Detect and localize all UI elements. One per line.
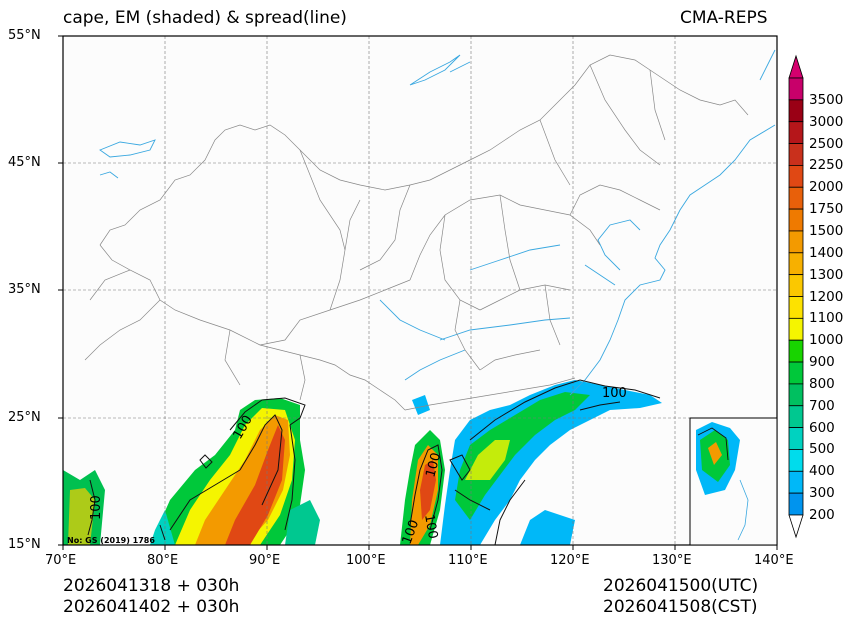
- colorbar-bin: [788, 186, 804, 210]
- colorbar-bin: [788, 449, 804, 472]
- lon-label: 130°E: [652, 553, 692, 568]
- lat-label: 35°N: [8, 282, 41, 297]
- colorbar-level-label: 1200: [809, 288, 844, 305]
- colorbar-bin: [788, 77, 804, 101]
- colorbar-level-label: 600: [809, 419, 835, 436]
- colorbar-bin: [788, 383, 804, 407]
- colorbar-level-label: 2000: [809, 179, 844, 196]
- colorbar-level-label: 2500: [809, 135, 844, 152]
- colorbar-extend-bottom: [788, 514, 804, 539]
- colorbar-bin: [788, 296, 804, 319]
- colorbar-bin: [788, 427, 804, 450]
- borders: [84, 54, 749, 411]
- colorbar-bin: [788, 208, 804, 232]
- lon-label: 70°E: [45, 553, 77, 568]
- colorbar-extend-top: [788, 54, 804, 79]
- lat-label: 25°N: [8, 410, 41, 425]
- valid-time-cst: 2026041508(CST): [603, 597, 758, 617]
- colorbar-bin: [788, 339, 804, 363]
- colorbar-bin: [788, 317, 804, 341]
- colorbar-level-label: 1300: [809, 266, 844, 283]
- colorbar-bin: [788, 121, 804, 144]
- south-china-sea-inset: [689, 417, 778, 546]
- init-time-cst: 2026041402 + 030h: [63, 597, 240, 617]
- lat-label: 45°N: [8, 155, 41, 170]
- colorbar-level-label: 3000: [809, 113, 844, 130]
- contour-label: 100: [421, 513, 440, 540]
- colorbar-bin: [788, 274, 804, 297]
- colorbar-bin: [788, 405, 804, 429]
- colorbar-bin: [788, 470, 804, 494]
- contour-label: 100: [423, 451, 444, 479]
- colorbar-level-label: 1750: [809, 201, 844, 218]
- colorbar-bin: [788, 230, 804, 254]
- colorbar-bin: [788, 252, 804, 276]
- colorbar-level-label: 1100: [809, 310, 844, 327]
- colorbar-level-label: 900: [809, 354, 835, 371]
- colorbar-level-label: 2250: [809, 157, 844, 174]
- lon-label: 120°E: [550, 553, 590, 568]
- model-name: CMA-REPS: [680, 8, 768, 28]
- map-credit: No: GS (2019) 1786: [67, 536, 155, 545]
- plot-title: cape, EM (shaded) & spread(line): [63, 8, 347, 28]
- colorbar-bin: [788, 361, 804, 385]
- lon-label: 140°E: [754, 553, 794, 568]
- colorbar-level-label: 3500: [809, 91, 844, 108]
- colorbar-level-label: 1400: [809, 244, 844, 261]
- colorbar-bin: [788, 492, 804, 516]
- cape-shading-bengal: [63, 398, 320, 545]
- lon-label: 110°E: [448, 553, 488, 568]
- colorbar-level-label: 800: [809, 375, 835, 392]
- init-time-utc: 2026041318 + 030h: [63, 576, 240, 596]
- valid-time-utc: 2026041500(UTC): [603, 576, 759, 596]
- lon-label: 80°E: [147, 553, 179, 568]
- lat-label: 55°N: [8, 28, 41, 43]
- colorbar-level-label: 1500: [809, 222, 844, 239]
- colorbar-level-label: 500: [809, 441, 835, 458]
- lat-label: 15°N: [8, 537, 41, 552]
- contour-label: 100: [602, 386, 627, 401]
- contour-label: 100: [89, 495, 104, 520]
- colorbar-level-label: 200: [809, 507, 835, 523]
- graticule: [63, 36, 777, 545]
- colorbar-level-label: 1000: [809, 332, 844, 349]
- lon-label: 100°E: [346, 553, 386, 568]
- colorbar-level-label: 300: [809, 485, 835, 502]
- tick-marks: [58, 35, 778, 550]
- colorbar: [788, 54, 804, 539]
- colorbar-level-label: 400: [809, 463, 835, 480]
- colorbar-bin: [788, 143, 804, 166]
- colorbar-level-label: 700: [809, 397, 835, 414]
- spread-contours: [87, 379, 661, 545]
- colorbar-bin: [788, 164, 804, 188]
- colorbar-bin: [788, 99, 804, 123]
- lon-label: 90°E: [249, 553, 281, 568]
